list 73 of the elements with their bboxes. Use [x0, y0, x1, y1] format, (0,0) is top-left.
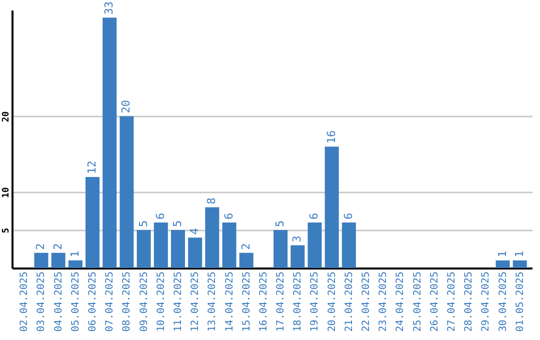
bar	[120, 116, 134, 268]
x-tick-label: 29.04.2025	[480, 272, 492, 332]
x-tick-label: 15.04.2025	[241, 272, 252, 332]
bar	[239, 252, 254, 268]
bar	[290, 245, 305, 268]
y-tick-label: 10	[2, 187, 12, 198]
x-tick-label: 16.04.2025	[258, 272, 270, 332]
x-tick-label: 24.04.2025	[395, 272, 406, 332]
data-label: 5	[136, 220, 150, 228]
x-tick-label: 26.04.2025	[429, 272, 440, 332]
data-label: 6	[342, 212, 355, 220]
data-label: 1	[496, 250, 509, 258]
data-label: 6	[222, 212, 236, 220]
data-label: 8	[205, 198, 218, 204]
x-tick-label: 25.04.2025	[412, 272, 424, 332]
bar	[188, 238, 202, 268]
bar	[51, 252, 66, 268]
x-tick-label: 30.04.2025	[498, 272, 509, 332]
x-tick-label: 01.05.2025	[514, 272, 526, 332]
data-label: 5	[170, 220, 184, 228]
data-label: 2	[34, 243, 48, 250]
data-label: 12	[86, 160, 99, 174]
bar	[308, 222, 322, 268]
bar	[136, 230, 151, 268]
x-tick-label: 03.04.2025	[36, 272, 48, 332]
data-label: 20	[120, 100, 133, 114]
data-label: 33	[102, 1, 116, 15]
bar	[496, 260, 510, 268]
x-tick-label: 19.04.2025	[310, 272, 321, 332]
data-label: 2	[239, 243, 252, 250]
bar	[512, 260, 527, 268]
data-label: 1	[512, 250, 526, 258]
x-tick-label: 27.04.2025	[446, 272, 458, 332]
x-tick-label: 02.04.2025	[19, 272, 30, 332]
x-tick-label: 20.04.2025	[326, 272, 338, 332]
bar	[68, 260, 82, 268]
x-tick-label: 23.04.2025	[378, 272, 390, 332]
x-tick-label: 07.04.2025	[104, 272, 116, 332]
x-tick-label: 14.04.2025	[224, 272, 236, 332]
data-label: 16	[324, 130, 338, 144]
bar	[342, 222, 356, 268]
bar	[154, 222, 168, 268]
bar	[324, 146, 339, 268]
x-tick-label: 05.04.2025	[70, 272, 82, 332]
bar	[102, 18, 117, 268]
x-tick-label: 17.04.2025	[276, 272, 287, 332]
x-tick-label: 12.04.2025	[190, 272, 202, 332]
x-tick-label: 11.04.2025	[172, 272, 184, 332]
x-tick-label: 18.04.2025	[292, 272, 304, 332]
bar	[274, 230, 288, 268]
data-label: 2	[51, 243, 64, 250]
x-tick-label: 08.04.2025	[122, 272, 133, 332]
bar	[205, 207, 220, 268]
data-label: 3	[290, 236, 304, 242]
x-tick-label: 09.04.2025	[138, 272, 150, 332]
data-label: 5	[274, 220, 287, 228]
data-label: 6	[154, 212, 167, 220]
data-label: 6	[308, 212, 321, 220]
bar	[86, 176, 100, 268]
x-tick-label: 22.04.2025	[361, 272, 372, 332]
x-tick-label: 21.04.2025	[344, 272, 355, 332]
x-tick-label: 10.04.2025	[156, 272, 167, 332]
y-tick-label: 20	[2, 111, 12, 122]
data-label: 4	[188, 228, 202, 235]
bar	[222, 222, 236, 268]
x-tick-label: 04.04.2025	[53, 272, 64, 332]
bar	[34, 252, 48, 268]
x-tick-label: 06.04.2025	[88, 272, 99, 332]
data-label: 1	[68, 250, 82, 258]
y-tick-label: 5	[2, 228, 12, 234]
x-tick-label: 28.04.2025	[464, 272, 475, 332]
x-tick-label: 13.04.2025	[207, 272, 218, 332]
bar	[170, 230, 185, 268]
